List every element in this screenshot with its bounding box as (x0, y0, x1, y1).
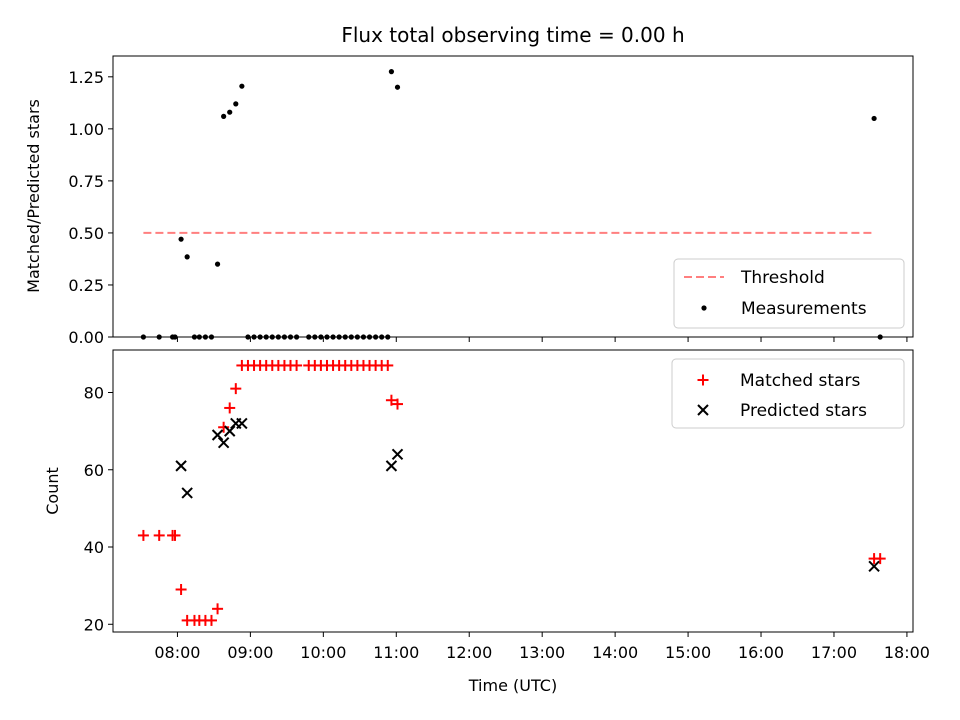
matched-star-point (382, 359, 394, 371)
y-axis-label-count: Count (43, 467, 62, 515)
count-panel: Count Time (UTC) 20 40 60 80 08:00 09:00 10:00… (43, 349, 930, 695)
predicted-star-point (175, 460, 187, 472)
matched-star-point (391, 398, 403, 410)
measurement-point (871, 115, 877, 122)
matched-star-point (169, 529, 181, 541)
matched-star-point (874, 553, 886, 565)
matched-star-point (175, 584, 187, 596)
measurement-point (178, 236, 184, 242)
y-tick-label-ratio: 0.50 (68, 224, 104, 243)
y-tick-label-ratio: 0.75 (68, 172, 104, 191)
measurement-point (221, 113, 227, 119)
predicted-star-point (391, 448, 404, 461)
plot-frame-bottom (112, 349, 914, 633)
matched-star-point (212, 603, 224, 615)
matched-star-point (291, 359, 303, 371)
matched-star-point (153, 529, 165, 541)
legend-box-top (673, 258, 905, 329)
matched-star-point (224, 402, 236, 414)
chart-title: Flux total observing time = 0.00 h (341, 23, 684, 47)
ratio-panel: Flux total observing time = 0.00 h Match… (24, 23, 914, 347)
predicted-star-point (217, 437, 230, 449)
y-tick-label-ratio: 1.25 (68, 68, 104, 87)
x-tick-label: 15:00 (665, 643, 711, 662)
legend-measurements-swatch (701, 305, 707, 311)
legend-predicted-swatch (697, 404, 709, 416)
measurement-point (239, 83, 245, 89)
predicted-star-point (224, 425, 236, 437)
y-tick-label-count: 60 (84, 461, 104, 480)
x-tick-label: 17:00 (811, 643, 857, 662)
predicted-star-point (236, 417, 248, 430)
legend-matched-swatch (697, 374, 709, 386)
x-axis-label: Time (UTC) (468, 676, 557, 695)
measurement-point (233, 101, 239, 107)
legend-measurements-label: Measurements (741, 299, 867, 319)
legend-box-bottom (671, 358, 905, 429)
y-tick-label-count: 20 (84, 615, 104, 634)
matched-star-point (385, 394, 397, 406)
y-axis-label-ratio: Matched/Predicted stars (24, 99, 43, 293)
measurement-point (394, 84, 401, 90)
predicted-star-point (385, 460, 398, 472)
matched-star-point (230, 383, 242, 395)
predicted-star-point (868, 560, 880, 573)
matched-star-point (205, 614, 217, 626)
y-tick-label-count: 80 (84, 383, 104, 402)
y-tick-label-ratio: 0.00 (68, 328, 104, 347)
measurement-point (214, 261, 221, 267)
matched-star-point (137, 529, 149, 541)
y-tick-label-ratio: 1.00 (68, 120, 104, 139)
predicted-star-point (181, 487, 193, 499)
plot-frame-top (112, 55, 914, 338)
matched-star-point (218, 421, 230, 433)
measurement-point (184, 254, 190, 260)
legend-top: Threshold Measurements (673, 258, 905, 329)
x-tick-label: 16:00 (738, 643, 784, 662)
y-tick-label-count: 40 (84, 538, 104, 557)
legend-bottom: Matched stars Predicted stars (671, 358, 905, 429)
x-tick-label: 14:00 (592, 643, 638, 662)
x-tick-label: 08:00 (154, 643, 200, 662)
y-tick-label-ratio: 0.25 (68, 276, 104, 295)
x-tick-label: 12:00 (446, 643, 492, 662)
x-tick-label: 09:00 (227, 643, 273, 662)
x-tick-label: 10:00 (300, 643, 346, 662)
legend-predicted-label: Predicted stars (740, 401, 867, 421)
x-tick-label: 11:00 (373, 643, 419, 662)
measurement-point (227, 109, 233, 115)
x-tick-label: 13:00 (519, 643, 565, 662)
measurement-point (388, 69, 395, 75)
x-tick-label: 18:00 (884, 643, 930, 662)
legend-threshold-label: Threshold (740, 268, 825, 288)
predicted-star-point (211, 429, 224, 441)
legend-matched-label: Matched stars (740, 371, 860, 391)
